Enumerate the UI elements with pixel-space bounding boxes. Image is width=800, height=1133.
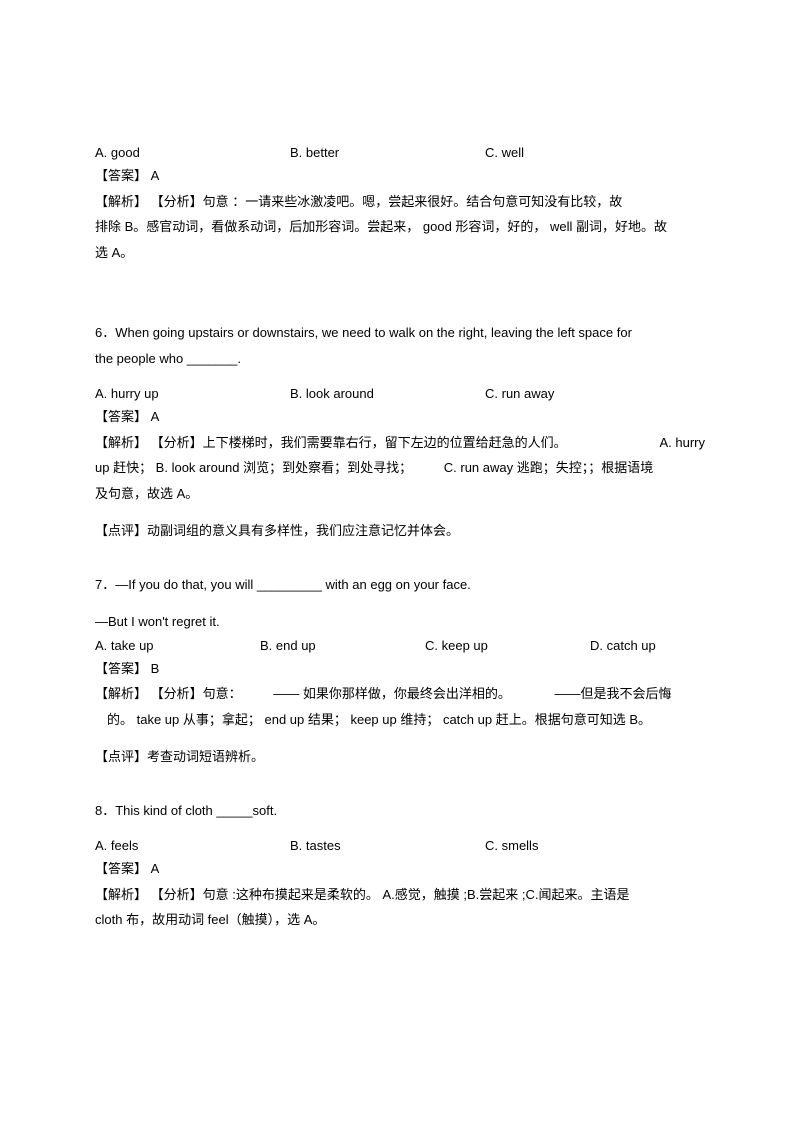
q6-stem-2: the people who _______.: [95, 349, 705, 369]
q5-analysis-3: 选 A。: [95, 243, 705, 263]
q8-opt-b: B. tastes: [290, 838, 485, 853]
q7-opt-d: D. catch up: [590, 638, 656, 653]
q6-stem-1: 6．When going upstairs or downstairs, we …: [95, 323, 705, 343]
q6-comment: 【点评】动副词组的意义具有多样性，我们应注意记忆并体会。: [95, 521, 705, 541]
q8-analysis-1: 【解析】 【分析】句意 :这种布摸起来是柔软的。 A.感觉，触摸 ;B.尝起来 …: [95, 885, 705, 905]
q7-stem-2: —But I won't regret it.: [95, 612, 705, 632]
q7-analysis-1b: —— 如果你那样做，你最终会出洋相的。: [273, 686, 511, 701]
q7-analysis-2: 的。 take up 从事；拿起； end up 结果； keep up 维持；…: [95, 710, 705, 730]
q7-comment: 【点评】考查动词短语辨析。: [95, 747, 705, 767]
q7-options: A. take up B. end up C. keep up D. catch…: [95, 638, 705, 653]
q6-analysis-2b: C. run away 逃跑；失控；；根据语境: [444, 460, 653, 475]
q6-analysis-2: up 赶快； B. look around 浏览；到处察看；到处寻找； C. r…: [95, 458, 705, 478]
q6-opt-c: C. run away: [485, 386, 660, 401]
q7-analysis-1: 【解析】 【分析】句意： —— 如果你那样做，你最终会出洋相的。 ——但是我不会…: [95, 684, 705, 704]
q5-answer: 【答案】 A: [95, 166, 705, 186]
q5-opt-b: B. better: [290, 145, 485, 160]
q6-opt-a: A. hurry up: [95, 386, 290, 401]
q8-answer: 【答案】 A: [95, 859, 705, 879]
q5-opt-a: A. good: [95, 145, 290, 160]
q7-stem: 7．—If you do that, you will _________ wi…: [95, 575, 705, 595]
q8-opt-a: A. feels: [95, 838, 290, 853]
q7-analysis-1a: 【解析】 【分析】句意：: [95, 686, 242, 701]
q6-opt-b: B. look around: [290, 386, 485, 401]
q6-analysis-2a: up 赶快； B. look around 浏览；到处察看；到处寻找；: [95, 460, 412, 475]
q8-stem: 8．This kind of cloth _____soft.: [95, 801, 705, 821]
q7-opt-c: C. keep up: [425, 638, 590, 653]
q6-analysis-1: 【解析】 【分析】上下楼梯时，我们需要靠右行，留下左边的位置给赶急的人们。 A.…: [95, 433, 705, 453]
q6-options: A. hurry up B. look around C. run away: [95, 386, 705, 401]
q7-opt-b: B. end up: [260, 638, 425, 653]
q5-opt-c: C. well: [485, 145, 660, 160]
q8-opt-c: C. smells: [485, 838, 660, 853]
q6-analysis-3: 及句意，故选 A。: [95, 484, 705, 504]
q7-analysis-1c: ——但是我不会后悔: [555, 686, 672, 701]
q5-analysis-2: 排除 B。感官动词，看做系动词，后加形容词。尝起来， good 形容词，好的， …: [95, 217, 705, 237]
q5-options: A. good B. better C. well: [95, 145, 705, 160]
q5-analysis-1: 【解析】 【分析】句意 ：一请来些冰激凌吧。嗯，尝起来很好。结合句意可知没有比较…: [95, 192, 705, 212]
q7-opt-a: A. take up: [95, 638, 260, 653]
q8-options: A. feels B. tastes C. smells: [95, 838, 705, 853]
q6-answer: 【答案】 A: [95, 407, 705, 427]
q6-analysis-1b: A. hurry: [659, 433, 705, 453]
q6-analysis-1a: 【解析】 【分析】上下楼梯时，我们需要靠右行，留下左边的位置给赶急的人们。: [95, 433, 567, 453]
q8-analysis-2: cloth 布，故用动词 feel（触摸），选 A。: [95, 910, 705, 930]
q7-answer: 【答案】 B: [95, 659, 705, 679]
